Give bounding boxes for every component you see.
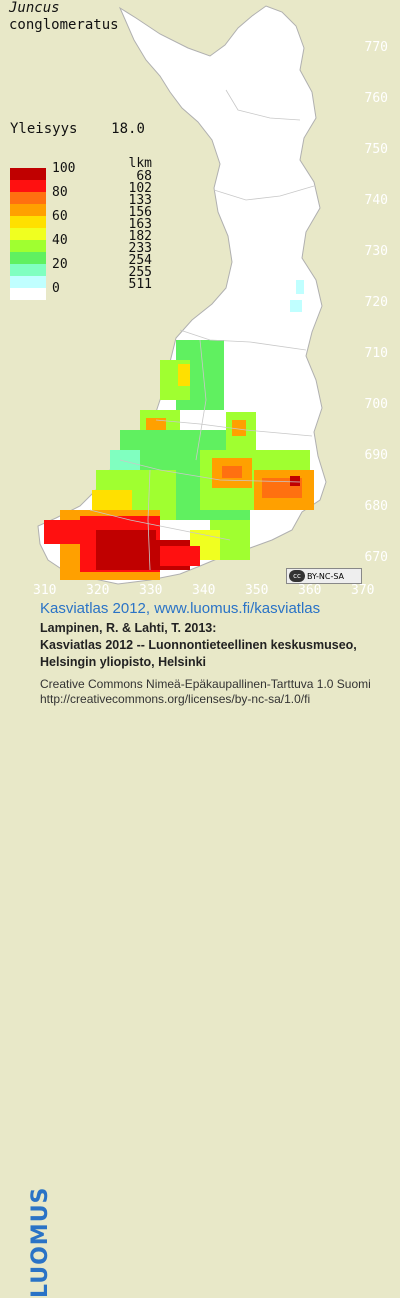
- legend-count: 182: [128, 229, 152, 244]
- legend-scale-label: 100: [52, 161, 76, 176]
- legend-swatch: [10, 240, 46, 252]
- brand-logo: LUOMUS: [0, 596, 53, 1298]
- x-tick-label: 330: [139, 583, 163, 598]
- license-badge-text: BY-NC-SA: [307, 571, 345, 581]
- legend-swatch: [10, 228, 46, 240]
- x-tick-label: 360: [298, 583, 322, 598]
- occurrence-cells: [44, 280, 314, 580]
- legend-swatch: [10, 180, 46, 192]
- legend-swatch: [10, 264, 46, 276]
- y-tick-label: 700: [364, 397, 388, 412]
- species-name-line2: conglomeratus: [9, 17, 119, 33]
- frequency-value: 18.0: [111, 121, 145, 137]
- credit-title-link[interactable]: Kasviatlas 2012, www.luomus.fi/kasviatla…: [40, 600, 321, 617]
- legend-swatch: [10, 276, 46, 288]
- y-tick-label: 730: [364, 244, 388, 259]
- legend-scale-label: 60: [52, 209, 68, 224]
- credits: Kasviatlas 2012, www.luomus.fi/kasviatla…: [40, 600, 400, 707]
- legend-count: 255: [128, 265, 152, 280]
- legend-swatch: [10, 204, 46, 216]
- occurrence-cell: [290, 476, 300, 486]
- species-name-line1: Juncus: [9, 0, 60, 16]
- credit-line-1: Lampinen, R. & Lahti, T. 2013:: [40, 621, 217, 635]
- legend-scale: 100 80 60 40 20 0: [52, 157, 75, 301]
- legend-swatch: [10, 252, 46, 264]
- occurrence-cell: [44, 520, 94, 544]
- map-canvas: [37, 5, 327, 585]
- legend-count: 102: [128, 181, 152, 196]
- y-tick-label: 710: [364, 346, 388, 361]
- legend-count: 511: [128, 277, 152, 292]
- legend-scale-label: 20: [52, 257, 68, 272]
- x-tick-label: 340: [192, 583, 216, 598]
- frequency-label: Yleisyys: [10, 121, 78, 137]
- y-tick-label: 680: [364, 499, 388, 514]
- credit-license-1: Creative Commons Nimeä-Epäkaupallinen-Ta…: [40, 677, 371, 691]
- credit-line-2: Kasviatlas 2012 -- Luonnontieteellinen k…: [40, 638, 357, 652]
- y-tick-label: 670: [364, 550, 388, 565]
- x-tick-label: 350: [245, 583, 269, 598]
- y-tick-label: 690: [364, 448, 388, 463]
- y-tick-label: 740: [364, 193, 388, 208]
- credit-license-link[interactable]: http://creativecommons.org/licenses/by-n…: [40, 692, 311, 706]
- x-tick-label: 370: [351, 583, 375, 598]
- y-tick-label: 720: [364, 295, 388, 310]
- brand-text: LUOMUS: [28, 1186, 53, 1298]
- occurrence-cell: [222, 466, 242, 478]
- occurrence-cell: [290, 300, 302, 312]
- legend-count: 68: [136, 169, 152, 184]
- species-name: Juncus conglomeratus: [9, 0, 119, 34]
- distribution-map: Juncus conglomeratus Yleisyys 18.0 100 80…: [0, 0, 400, 598]
- occurrence-cell: [160, 546, 200, 566]
- y-tick-label: 760: [364, 91, 388, 106]
- legend-count: 156: [128, 205, 152, 220]
- creative-commons-icon: cc: [289, 570, 305, 582]
- legend-swatch: [10, 168, 46, 180]
- y-tick-label: 750: [364, 142, 388, 157]
- credit-line-3: Helsingin yliopisto, Helsinki: [40, 655, 207, 669]
- occurrence-cell: [296, 280, 304, 294]
- occurrence-cell: [232, 420, 246, 436]
- legend-count: 233: [128, 241, 152, 256]
- frequency-readout: Yleisyys 18.0: [10, 121, 145, 137]
- legend-swatch: [10, 192, 46, 204]
- legend-count-header: lkm: [128, 156, 152, 171]
- legend-count: 133: [128, 193, 152, 208]
- legend-count: 254: [128, 253, 152, 268]
- legend-swatch: [10, 288, 46, 300]
- x-tick-label: 310: [33, 583, 57, 598]
- y-tick-label: 770: [364, 40, 388, 55]
- x-axis-ticks: 310 320 330 340 350 360 370: [0, 583, 400, 599]
- legend-counts: lkm 68 102 133 156 163 182 233 254 255 511: [106, 156, 152, 292]
- legend-scale-label: 40: [52, 233, 68, 248]
- legend-scale-label: 0: [52, 281, 60, 296]
- legend-count: 163: [128, 217, 152, 232]
- legend-scale-label: 80: [52, 185, 68, 200]
- occurrence-cell: [178, 364, 190, 386]
- legend-swatch: [10, 216, 46, 228]
- map-legend: 100 80 60 40 20 0 lkm 68 102 133 156 163 182 233 254…: [10, 156, 160, 300]
- legend-swatches: [10, 168, 46, 300]
- province-borders: [89, 89, 315, 571]
- x-tick-label: 320: [86, 583, 110, 598]
- license-badge: cc BY-NC-SA: [286, 568, 362, 584]
